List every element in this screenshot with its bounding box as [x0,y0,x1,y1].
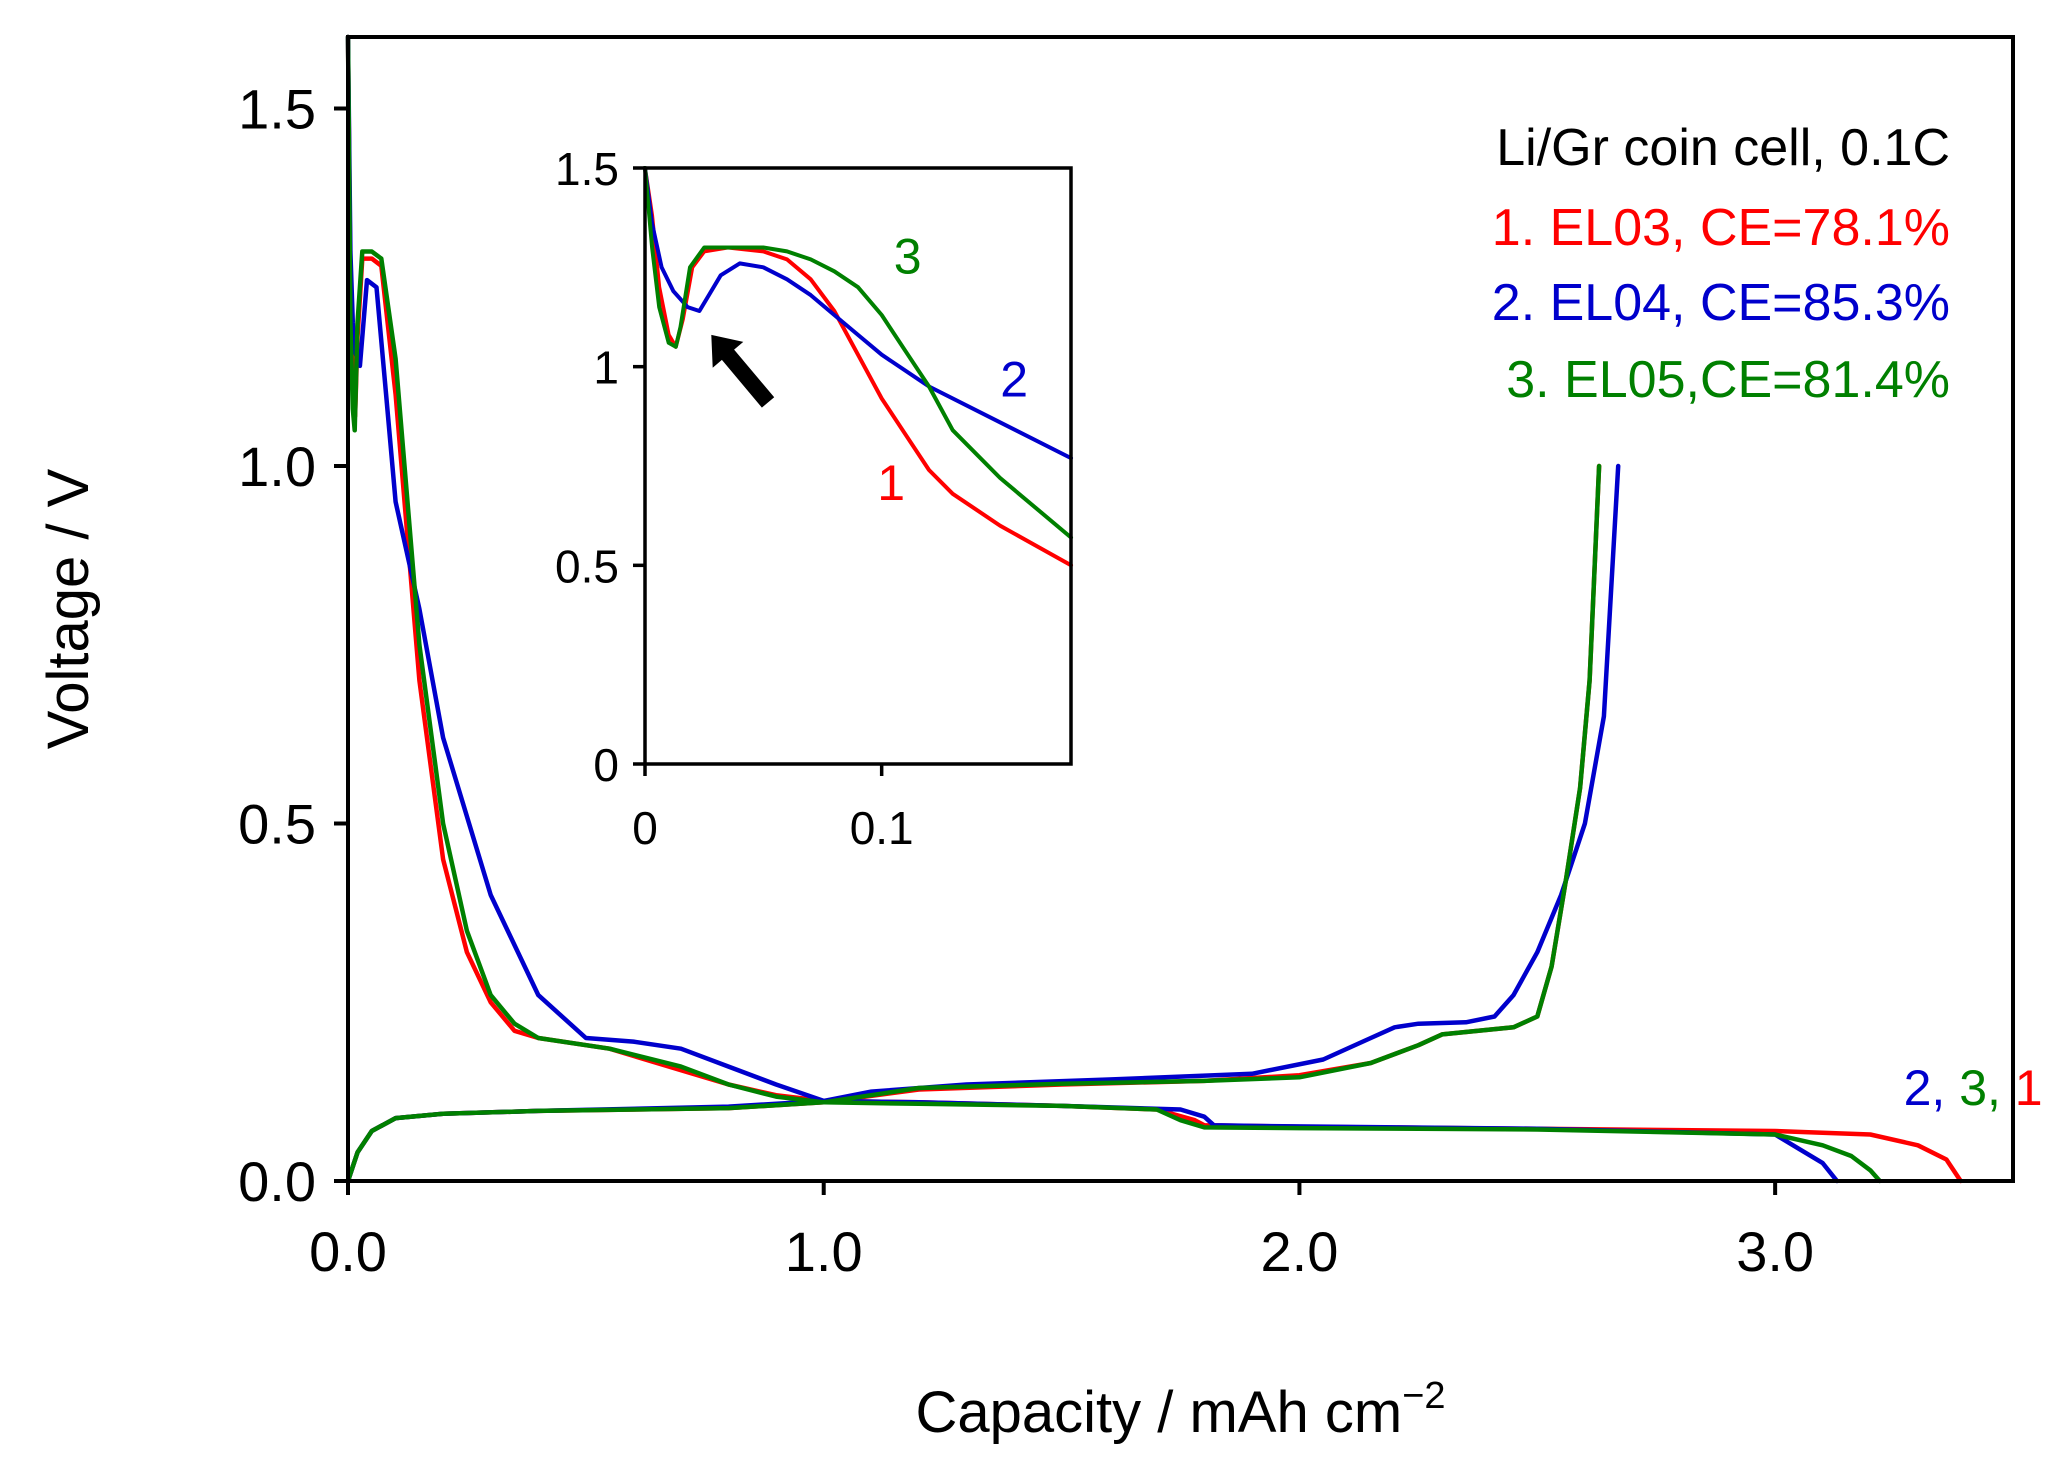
inset-x-tick-label: 0 [632,802,658,854]
inset-y-tick-label: 0.5 [555,540,619,592]
x-tick-label: 2.0 [1260,1220,1338,1283]
x-tick-label: 0.0 [309,1220,387,1283]
inset-y-tick-label: 1 [593,342,619,394]
legend-title: Li/Gr coin cell, 0.1C [1496,119,1950,177]
y-tick-label: 1.5 [238,78,316,141]
inset-y-tick-label: 1.5 [555,143,619,195]
x-axis-title-main: Capacity / mAh cm [915,1380,1402,1445]
y-axis-title: Voltage / V [36,468,101,749]
inset-background [645,168,1071,764]
legend: Li/Gr coin cell, 0.1C 1. EL03, CE=78.1% … [1492,119,1950,409]
inset-series-line-el05 [643,166,1073,540]
legend-entry-el03: 1. EL03, CE=78.1% [1492,199,1950,257]
main-series-layer [345,34,1963,1184]
legend-entry-el05: 3. EL05,CE=81.4% [1506,351,1950,409]
inset-curve-label-3: 3 [894,228,922,284]
end-order-sep-1: , [1931,1060,1959,1116]
y-tick-label: 0.0 [238,1150,316,1213]
x-tick-label: 1.0 [785,1220,863,1283]
inset-series-layer [643,166,1073,568]
series-line-el05-discharge [345,34,1883,1184]
inset-plot-frame [643,166,1073,766]
y-tick-label: 1.0 [238,435,316,498]
inset-chart: 0 0.1 0 0.5 1 1.5 1 2 3 [555,143,1073,854]
inset-y-tick-label: 0 [593,739,619,791]
main-plot-frame [346,35,2015,1183]
inset-curve-label-2: 2 [1000,352,1028,408]
legend-entry-el04: 2. EL04, CE=85.3% [1492,274,1950,332]
end-order-part-1: 1 [2015,1060,2043,1116]
inset-arrow-shape [711,334,775,408]
inset-series-line-el04 [643,166,1073,461]
x-tick-label: 3.0 [1736,1220,1814,1283]
main-axes-layer: 0.0 1.0 2.0 3.0 0.0 0.5 1.0 1.5 [238,78,1814,1284]
end-order-part-3: 3 [1959,1060,1987,1116]
inset-arrow-icon [711,334,775,408]
inset-curve-label-1: 1 [877,455,905,511]
inset-series-line-el03 [643,166,1073,568]
inset-axes-layer: 0 0.1 0 0.5 1 1.5 [555,143,914,854]
series-line-el05-charge [345,463,1602,1184]
x-axis-title-superscript: −2 [1402,1375,1445,1417]
y-tick-label: 0.5 [238,793,316,856]
end-order-annotation: 2, 3, 1 [1904,1060,2043,1116]
inset-x-tick-label: 0.1 [850,802,914,854]
end-order-part-2: 2 [1904,1060,1932,1116]
x-axis-title: Capacity / mAh cm−2 [915,1375,1445,1445]
end-order-sep-2: , [1987,1060,2015,1116]
